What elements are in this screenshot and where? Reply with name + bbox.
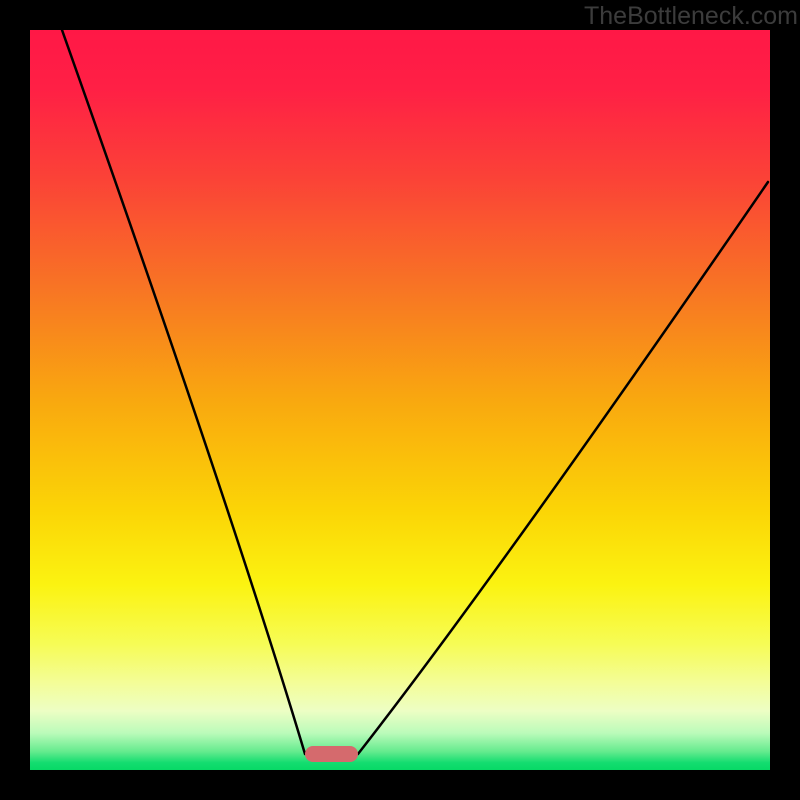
plot-area	[30, 30, 770, 770]
right-curve	[358, 182, 768, 754]
chart-frame: TheBottleneck.com	[0, 0, 800, 800]
watermark-text: TheBottleneck.com	[584, 2, 798, 31]
left-curve	[62, 30, 305, 754]
bottleneck-curves	[30, 30, 770, 770]
optimal-marker	[305, 746, 358, 762]
